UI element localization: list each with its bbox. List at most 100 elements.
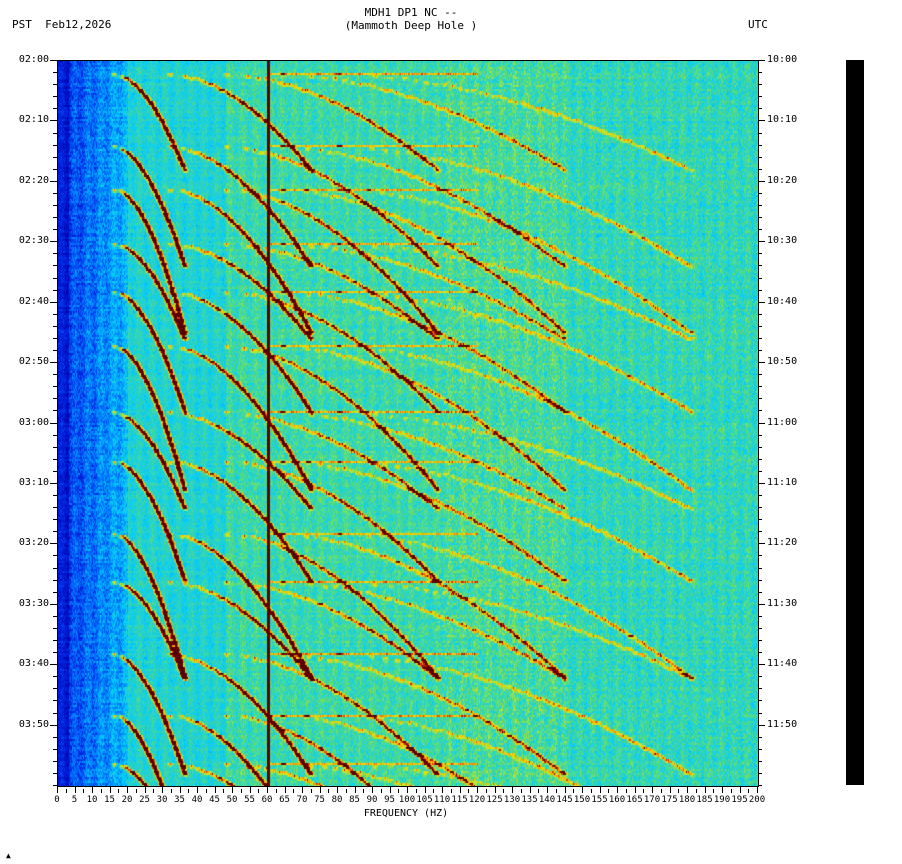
time-minor-tick (53, 205, 57, 206)
time-minor-tick (758, 434, 762, 436)
time-tick-label-left: 03:30 (18, 597, 49, 609)
freq-major-tick (389, 786, 391, 793)
time-minor-tick (758, 640, 762, 641)
freq-major-tick (634, 786, 636, 793)
freq-tick-label: 95 (384, 795, 395, 805)
freq-major-tick (564, 786, 566, 793)
time-tick-label-left: 02:30 (18, 235, 49, 247)
time-minor-tick (53, 72, 57, 74)
freq-minor-tick (223, 789, 225, 793)
time-major-tick (50, 362, 57, 364)
time-minor-tick (53, 108, 57, 110)
time-minor-tick (758, 410, 762, 412)
time-minor-tick (758, 289, 762, 291)
timezone-left-label: PST (12, 18, 32, 31)
freq-minor-tick (555, 789, 557, 793)
freq-minor-tick (363, 789, 365, 793)
freq-minor-tick (643, 789, 645, 793)
freq-tick-label: 25 (139, 795, 150, 805)
freq-minor-tick (65, 789, 67, 793)
time-minor-tick (758, 156, 762, 158)
time-minor-tick (758, 205, 762, 206)
freq-tick-label: 105 (416, 795, 433, 805)
freq-major-tick (354, 786, 356, 793)
time-tick-label-left: 02:20 (18, 174, 49, 186)
freq-tick-label: 90 (366, 795, 378, 805)
freq-tick-label: 170 (643, 795, 661, 805)
time-minor-tick (53, 144, 57, 146)
time-tick-label-right: 11:40 (767, 658, 798, 670)
freq-minor-tick (468, 789, 470, 793)
freq-tick-label: 80 (331, 795, 343, 805)
time-major-tick (50, 482, 57, 484)
freq-minor-tick (730, 789, 732, 793)
time-minor-tick (758, 350, 762, 351)
freq-major-tick (704, 786, 706, 793)
time-tick-label-left: 02:50 (18, 356, 49, 368)
time-major-tick (758, 482, 765, 484)
freq-minor-tick (415, 789, 417, 793)
freq-major-tick (162, 786, 163, 793)
freq-major-tick (529, 786, 531, 793)
freq-major-tick (547, 786, 548, 793)
time-major-tick (50, 603, 57, 605)
time-minor-tick (53, 446, 57, 448)
time-minor-tick (53, 676, 57, 678)
time-tick-label-left: 02:00 (18, 54, 49, 65)
freq-tick-label: 60 (261, 795, 273, 805)
freq-tick-label: 85 (349, 795, 360, 805)
freq-tick-label: 30 (156, 795, 168, 805)
time-tick-label-right: 11:30 (767, 597, 798, 609)
time-major-tick (758, 362, 765, 364)
time-major-tick (50, 664, 57, 666)
freq-tick-label: 180 (678, 795, 696, 805)
freq-major-tick (127, 786, 128, 793)
time-minor-tick (53, 760, 57, 762)
freq-tick-label: 100 (398, 795, 416, 805)
time-minor-tick (758, 652, 762, 654)
time-major-tick (758, 664, 765, 666)
freq-major-tick (442, 786, 443, 793)
freq-tick-label: 165 (626, 795, 643, 805)
time-minor-tick (53, 579, 57, 581)
freq-major-tick (722, 786, 723, 793)
time-minor-tick (53, 350, 57, 351)
time-minor-tick (758, 495, 762, 496)
freq-major-tick (459, 786, 461, 793)
x-axis-title: FREQUENCY (HZ) (363, 808, 449, 819)
time-major-tick (758, 120, 765, 122)
time-minor-tick (758, 591, 762, 593)
freq-major-tick (739, 786, 741, 793)
freq-tick-label: 45 (209, 795, 220, 805)
freq-major-tick (669, 786, 671, 793)
time-minor-tick (53, 289, 57, 291)
time-minor-tick (758, 374, 762, 376)
freq-major-tick (92, 786, 93, 793)
freq-major-tick (267, 786, 268, 793)
freq-major-tick (407, 786, 408, 793)
time-minor-tick (53, 386, 57, 388)
time-minor-tick (53, 458, 57, 460)
time-minor-tick (758, 96, 762, 98)
time-tick-label-right: 10:10 (767, 114, 798, 126)
time-minor-tick (758, 531, 762, 533)
freq-tick-label: 120 (468, 795, 486, 805)
freq-major-tick (319, 786, 321, 793)
time-tick-label-right: 10:50 (767, 356, 798, 368)
time-tick-label-right: 10:00 (767, 54, 798, 65)
time-minor-tick (758, 132, 762, 134)
freq-minor-tick (485, 789, 487, 793)
time-minor-tick (758, 168, 762, 170)
freq-minor-tick (625, 789, 627, 793)
freq-major-tick (337, 786, 338, 793)
time-minor-tick (53, 640, 57, 641)
time-tick-label-left: 03:40 (18, 658, 49, 670)
time-minor-tick (53, 736, 57, 738)
time-major-tick (50, 60, 57, 61)
freq-tick-label: 115 (451, 795, 468, 805)
chart-title: MDH1 DP1 NC -- (Mammoth Deep Hole ) (0, 6, 902, 32)
time-minor-tick (53, 253, 57, 255)
time-minor-tick (53, 688, 57, 690)
freq-tick-label: 150 (573, 795, 591, 805)
time-minor-tick (53, 325, 57, 327)
